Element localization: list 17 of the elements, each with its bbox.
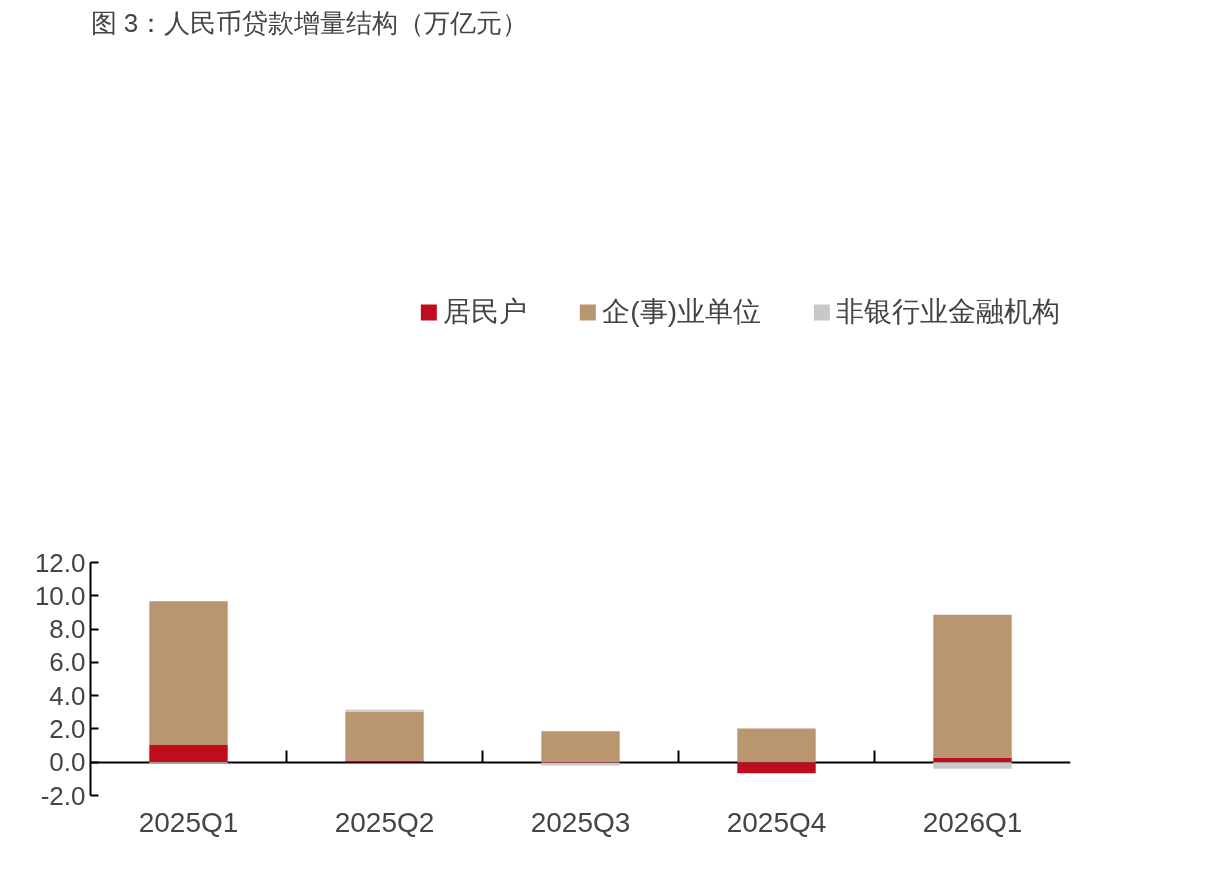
y-tick-label: 8.0	[49, 614, 86, 645]
y-tick-label: 2.0	[49, 713, 86, 744]
y-tick-label: 6.0	[49, 647, 86, 678]
y-tick-label: 4.0	[49, 680, 86, 711]
y-tick-label: -2.0	[40, 780, 86, 811]
y-tick-label: 12.0	[34, 547, 86, 578]
x-tick-label: 2025Q4	[726, 806, 827, 838]
x-tick-label: 2026Q1	[922, 806, 1023, 838]
x-tick-label: 2025Q1	[138, 806, 239, 838]
x-tick-label: 2025Q3	[530, 806, 631, 838]
chart-title: 图 3：人民币贷款增量结构（万亿元）	[90, 7, 529, 38]
y-tick-label: 10.0	[34, 580, 86, 611]
legend-label: 企(事)业单位	[602, 295, 761, 329]
y-tick-label: 0.0	[49, 747, 86, 778]
legend-label: 非银行业金融机构	[836, 295, 1060, 329]
x-tick-label: 2025Q2	[334, 806, 435, 838]
legend-label: 居民户	[443, 295, 528, 329]
